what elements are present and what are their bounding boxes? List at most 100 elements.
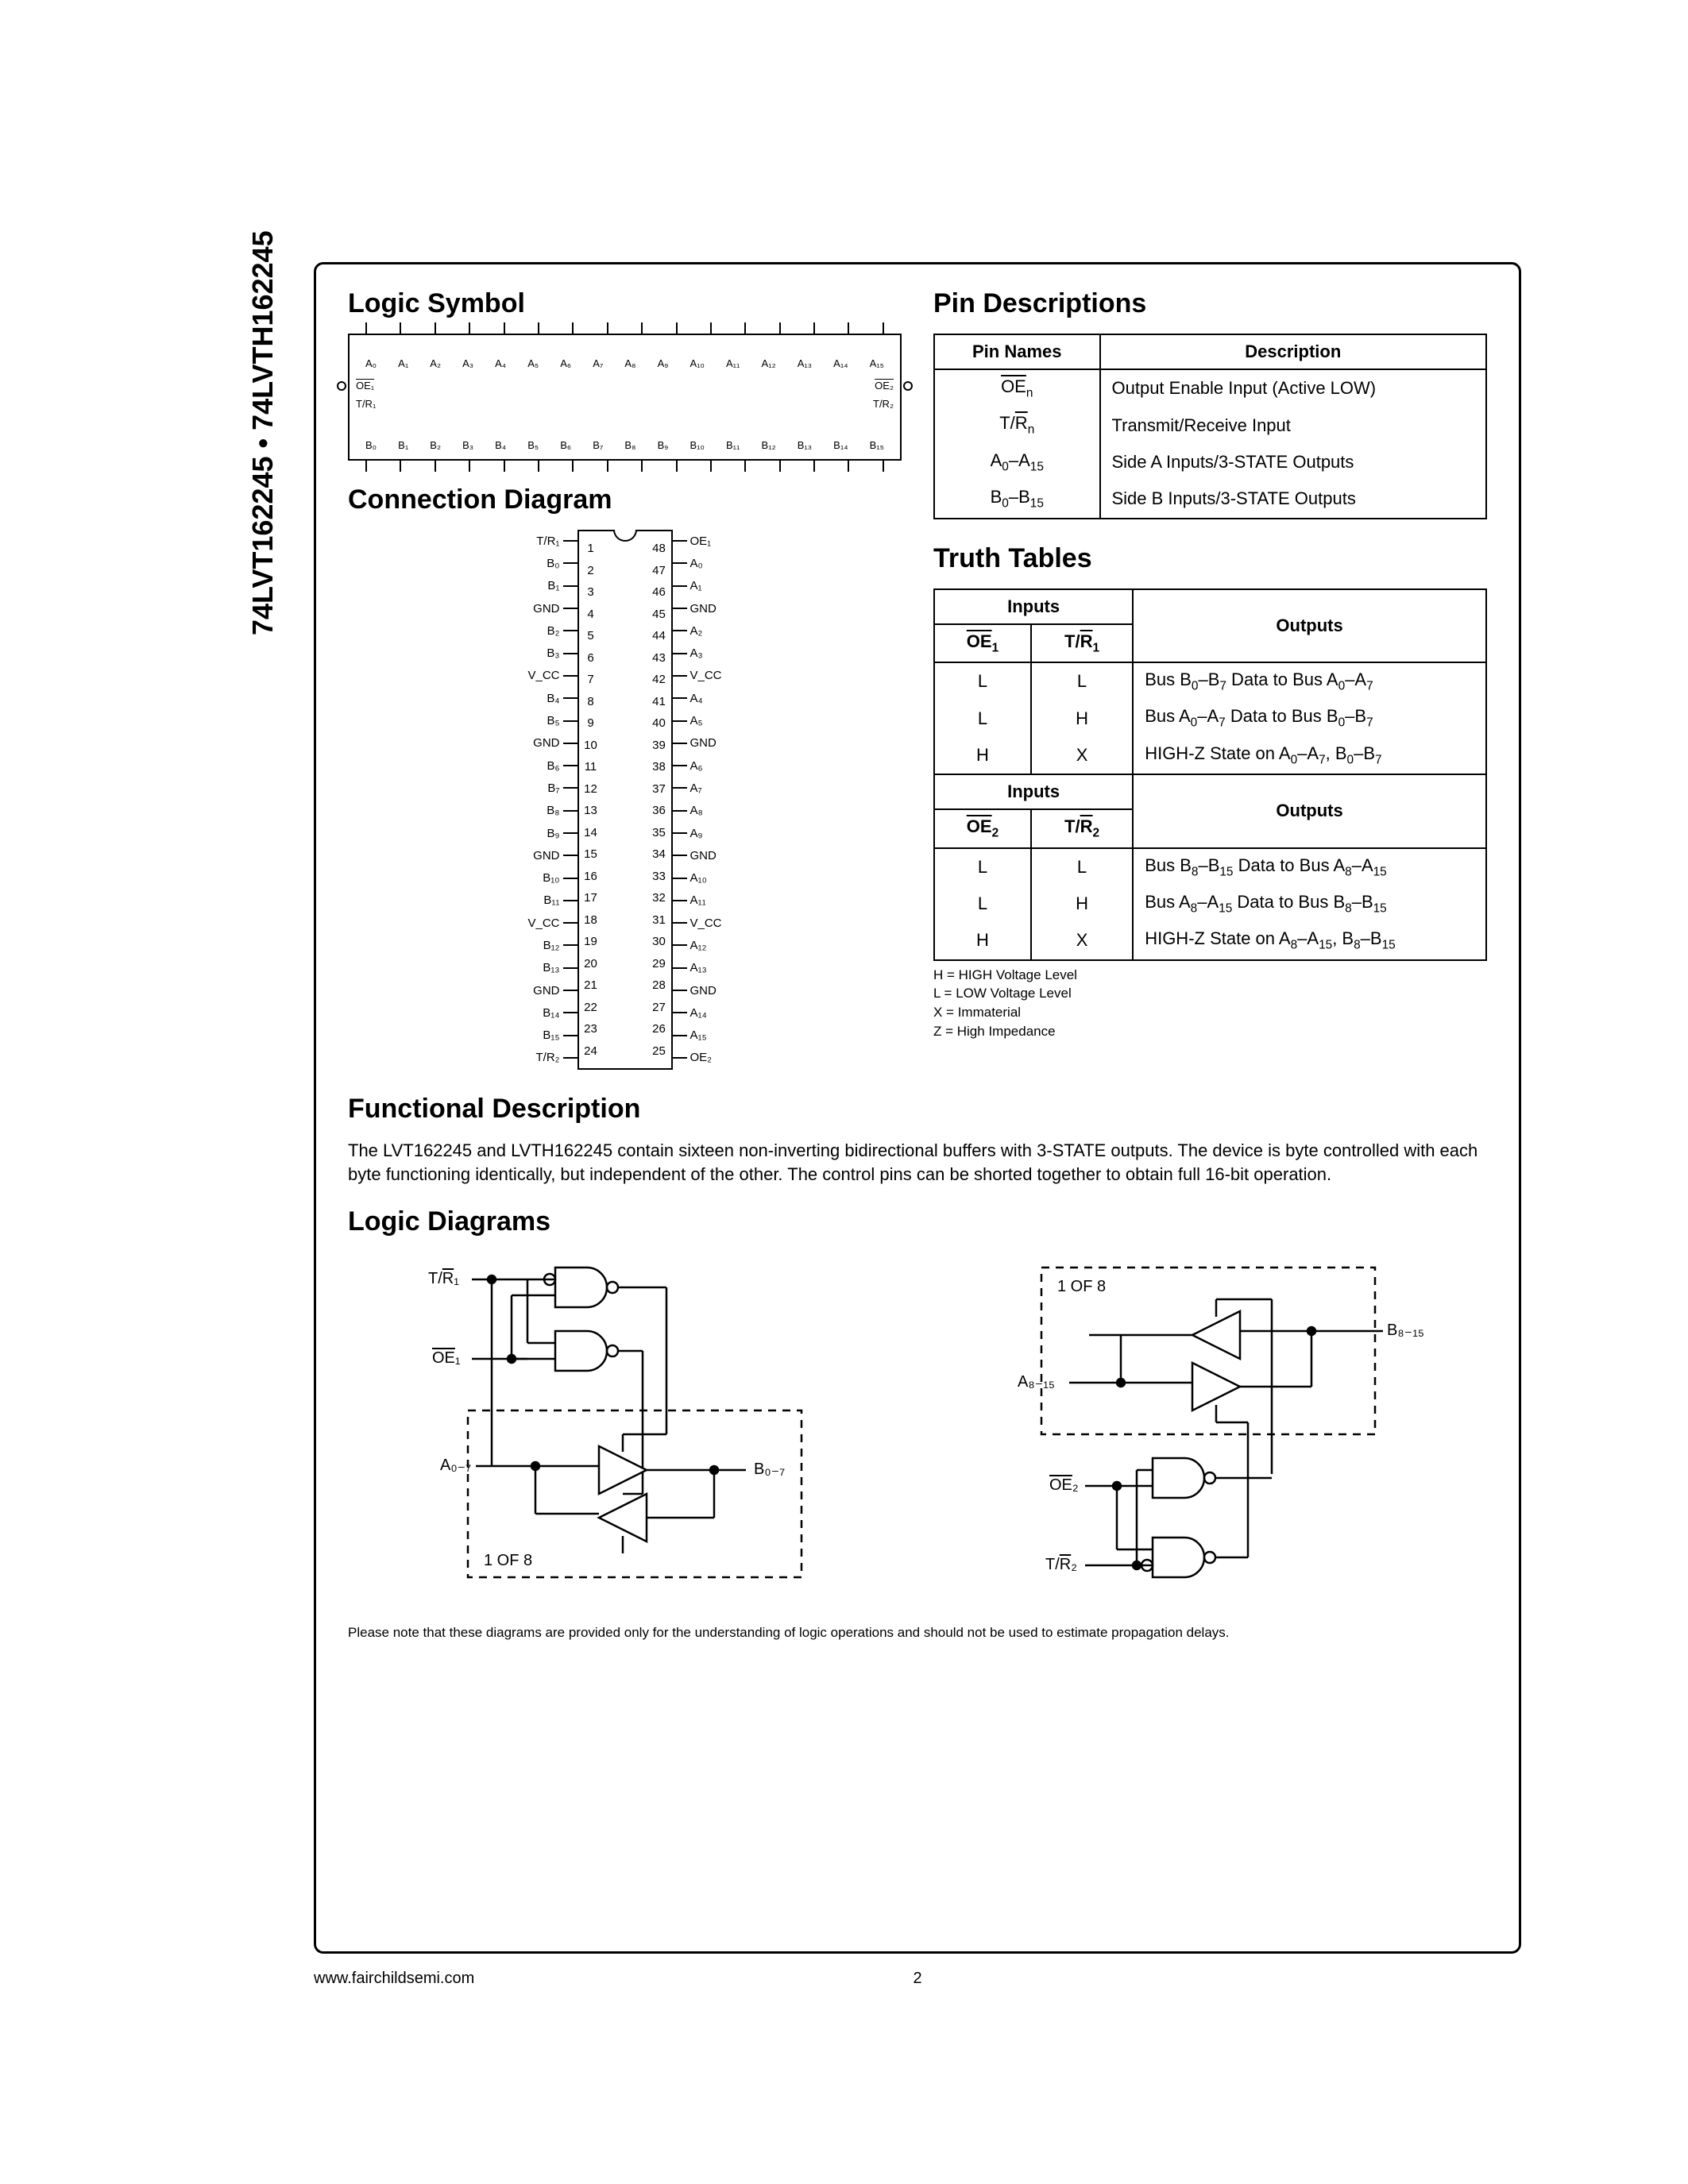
pin-number: 29 xyxy=(647,957,671,970)
pin-number: 25 xyxy=(647,1044,671,1058)
pin-label: A₁₄ xyxy=(687,1006,731,1020)
truth-table-2: Inputs Outputs OE2 T/R2 LLBus B8–B15 Dat… xyxy=(933,774,1487,961)
pin-label: A₁₃ xyxy=(687,961,731,974)
pin-number: 46 xyxy=(647,585,671,599)
pin-label: B₃ xyxy=(520,646,563,660)
svg-text:T/R₂: T/R₂ xyxy=(1045,1556,1077,1573)
table-row: B0–B15Side B Inputs/3-STATE Outputs xyxy=(934,480,1486,518)
page-frame: Logic Symbol A₀A₁A₂A₃A₄A₅A₆A₇A₈A₉A₁₀A₁₁A… xyxy=(314,262,1521,1954)
pin-label: GND xyxy=(687,849,731,862)
ls-tr1: T/R₁ xyxy=(356,398,376,410)
pin-label: A₄ xyxy=(687,692,731,705)
table-row: HXHIGH-Z State on A8–A15, B8–B15 xyxy=(934,922,1486,959)
pin-number: 6 xyxy=(579,651,603,665)
logic-symbol-diagram: A₀A₁A₂A₃A₄A₅A₆A₇A₈A₉A₁₀A₁₁A₁₂A₁₃A₁₄A₁₅ O… xyxy=(348,334,902,461)
svg-text:T/R₁: T/R₁ xyxy=(428,1270,459,1287)
pin-label: B₁₀ xyxy=(520,871,563,885)
pin-number: 47 xyxy=(647,564,671,577)
pin-label: A₂ xyxy=(687,624,731,638)
pin-label: A₁₂ xyxy=(762,357,776,369)
svg-text:1 OF 8: 1 OF 8 xyxy=(1057,1278,1106,1295)
pin-number: 48 xyxy=(647,542,671,555)
pin-label: T/R₁ xyxy=(520,534,563,548)
side-part-number: 74LVT162245 • 74LVTH162245 xyxy=(246,230,280,635)
svg-text:OE₂: OE₂ xyxy=(1049,1476,1079,1494)
pin-label: B₈ xyxy=(520,804,563,817)
logic-diagram-1: T/R₁ OE₁ xyxy=(396,1252,841,1593)
pin-descriptions-table: Pin Names Description OEnOutput Enable I… xyxy=(933,334,1487,519)
legend-line: H = HIGH Voltage Level xyxy=(933,966,1487,985)
pin-number: 38 xyxy=(647,760,671,774)
pin-number: 42 xyxy=(647,673,671,686)
pin-label: B₉ xyxy=(520,827,563,840)
heading-truth-tables: Truth Tables xyxy=(933,543,1487,574)
pin-number: 43 xyxy=(647,651,671,665)
pin-label: A₉ xyxy=(658,357,669,369)
pin-number: 1 xyxy=(579,542,603,555)
pin-label: B₁₃ xyxy=(520,961,563,974)
pin-label: A₁₅ xyxy=(687,1028,731,1042)
pin-number: 28 xyxy=(647,978,671,992)
bubble-icon xyxy=(903,381,913,391)
pin-label: A₅ xyxy=(687,714,731,727)
table-row: OEnOutput Enable Input (Active LOW) xyxy=(934,369,1486,407)
heading-pin-descriptions: Pin Descriptions xyxy=(933,288,1487,319)
table-header: OE2 xyxy=(934,809,1031,847)
pin-number: 12 xyxy=(579,782,603,796)
pin-label: B₇ xyxy=(593,439,603,451)
pin-label: V_CC xyxy=(520,669,563,682)
pin-number: 10 xyxy=(579,739,603,752)
pin-number: 11 xyxy=(579,760,603,774)
pin-label: A₁₀ xyxy=(689,357,704,369)
pin-label: B₁₄ xyxy=(520,1006,563,1020)
pin-number: 26 xyxy=(647,1022,671,1036)
pin-label: GND xyxy=(520,984,563,997)
pin-label: B₆ xyxy=(560,439,571,451)
pin-number: 44 xyxy=(647,629,671,642)
pin-label: A₁₁ xyxy=(687,893,731,907)
pin-label: A₄ xyxy=(495,357,506,369)
pin-label: V_CC xyxy=(520,916,563,930)
table-row: LLBus B0–B7 Data to Bus A0–A7 xyxy=(934,662,1486,700)
logic-diagrams-area: T/R₁ OE₁ xyxy=(348,1252,1487,1593)
footer-url: www.fairchildsemi.com xyxy=(314,1970,474,1988)
pin-label: A₁₃ xyxy=(798,357,812,369)
pin-number: 24 xyxy=(579,1044,603,1058)
pin-label: B₁ xyxy=(520,579,563,592)
pin-number: 8 xyxy=(579,695,603,708)
pin-number: 22 xyxy=(579,1001,603,1014)
pin-label: A₆ xyxy=(560,357,571,369)
heading-logic-symbol: Logic Symbol xyxy=(348,288,902,319)
pin-number: 39 xyxy=(647,739,671,752)
truth-table-legend: H = HIGH Voltage Level L = LOW Voltage L… xyxy=(933,966,1487,1041)
pin-number: 20 xyxy=(579,957,603,970)
pin-label: A₁₀ xyxy=(687,871,731,885)
pin-label: B₅ xyxy=(527,439,539,451)
pin-label: A₁₅ xyxy=(870,357,884,369)
pin-number: 16 xyxy=(579,870,603,883)
truth-table-1: Inputs Outputs OE1 T/R1 LLBus B0–B7 Data… xyxy=(933,588,1487,776)
table-header: Inputs xyxy=(934,589,1133,624)
legend-line: L = LOW Voltage Level xyxy=(933,984,1487,1003)
pin-label: A₁₁ xyxy=(726,357,740,369)
pin-number: 5 xyxy=(579,629,603,642)
pin-label: B₉ xyxy=(658,439,669,451)
pin-label: A₀ xyxy=(365,357,377,369)
pin-label: B₀ xyxy=(365,439,377,451)
pin-number: 40 xyxy=(647,716,671,730)
pin-number: 4 xyxy=(579,608,603,621)
svg-text:1 OF 8: 1 OF 8 xyxy=(484,1552,532,1569)
ls-oe2: OE₂ xyxy=(875,380,894,392)
pin-label: OE₁ xyxy=(687,534,731,548)
heading-logic-diagrams: Logic Diagrams xyxy=(348,1206,1487,1237)
pin-label: B₂ xyxy=(520,624,563,638)
pin-label: A₃ xyxy=(687,646,731,660)
pin-label: GND xyxy=(687,984,731,997)
pin-label: A₈ xyxy=(687,804,731,817)
pin-label: A₇ xyxy=(687,781,731,795)
pin-label: A₃ xyxy=(462,357,473,369)
pin-number: 41 xyxy=(647,695,671,708)
pin-label: A₀ xyxy=(687,557,731,570)
pin-label: B₁₀ xyxy=(689,439,704,451)
table-row: T/RnTransmit/Receive Input xyxy=(934,407,1486,443)
